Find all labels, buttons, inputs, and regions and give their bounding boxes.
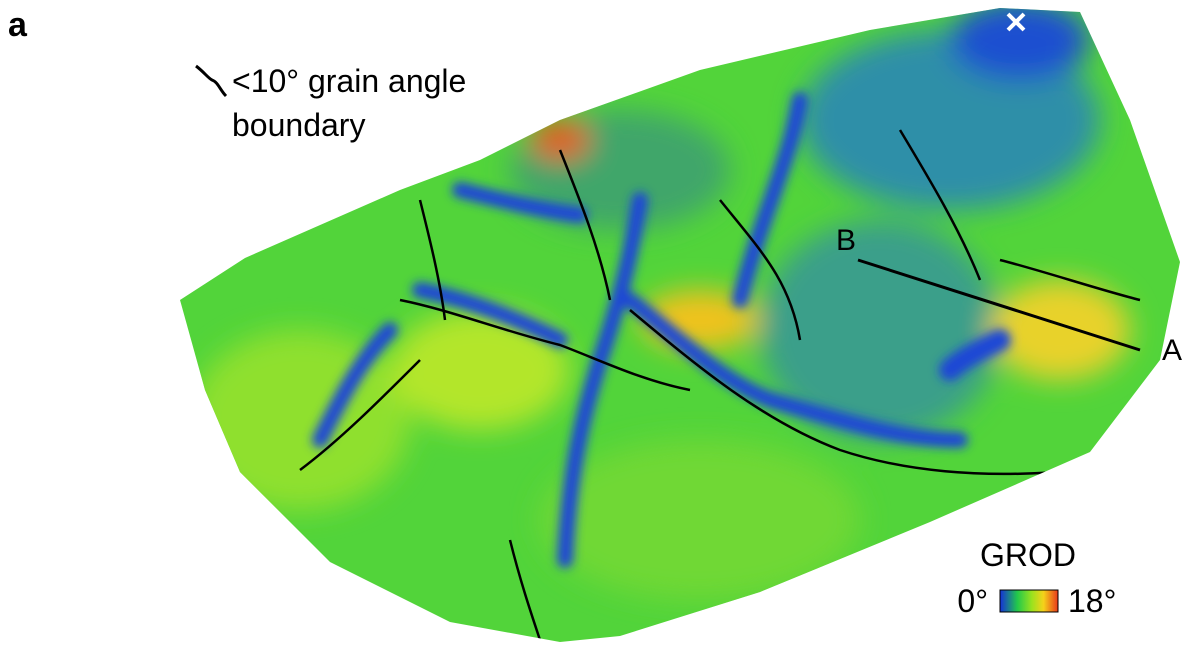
line-label: B xyxy=(836,224,856,257)
legend-symbol xyxy=(196,66,226,96)
colorbar-title: GROD xyxy=(980,537,1076,573)
panel-label: a xyxy=(8,6,28,44)
line-label: A xyxy=(1162,334,1182,367)
colorbar-min: 0° xyxy=(957,583,988,619)
figure: a <10° grain angle boundary B A GROD 0° … xyxy=(0,0,1191,647)
colorbar xyxy=(1000,590,1058,612)
legend-text: <10° grain angle xyxy=(232,63,466,99)
colorbar-max: 18° xyxy=(1068,583,1116,619)
legend-text: boundary xyxy=(232,107,365,143)
